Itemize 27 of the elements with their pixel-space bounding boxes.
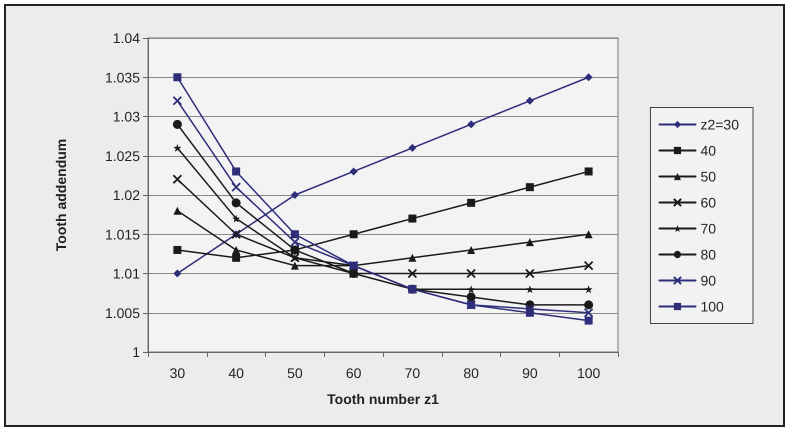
legend-label: 70 xyxy=(700,220,716,236)
legend-label: 40 xyxy=(700,142,716,158)
x-tick-label: 30 xyxy=(170,365,186,381)
y-tick-label: 1.02 xyxy=(112,187,140,203)
y-tick-label: 1.005 xyxy=(104,304,140,321)
legend-label: 100 xyxy=(700,298,724,314)
legend-label: 50 xyxy=(700,168,716,184)
y-tick-label: 1 xyxy=(132,344,140,360)
y-tick-label: 1.04 xyxy=(112,30,140,46)
x-tick-label: 40 xyxy=(228,365,244,381)
y-tick-label: 1.01 xyxy=(112,266,140,282)
y-axis-title: Tooth addendum xyxy=(53,138,69,252)
legend-label: z2=30 xyxy=(700,116,740,132)
x-tick-label: 60 xyxy=(346,365,362,381)
x-tick-label: 100 xyxy=(576,365,601,381)
legend-label: 80 xyxy=(700,246,716,262)
legend-label: 90 xyxy=(700,272,716,288)
x-axis-title: Tooth number z1 xyxy=(327,391,440,407)
y-tick-label: 1.015 xyxy=(104,226,140,242)
y-tick-label: 1.025 xyxy=(104,148,140,164)
legend-label: 60 xyxy=(700,194,716,210)
y-tick-label: 1.035 xyxy=(104,69,140,86)
x-tick-label: 70 xyxy=(404,365,420,381)
y-tick-label: 1.03 xyxy=(112,108,140,124)
x-tick-label: 80 xyxy=(463,365,480,381)
x-tick-label: 50 xyxy=(287,365,303,381)
x-tick-label: 90 xyxy=(522,365,538,381)
